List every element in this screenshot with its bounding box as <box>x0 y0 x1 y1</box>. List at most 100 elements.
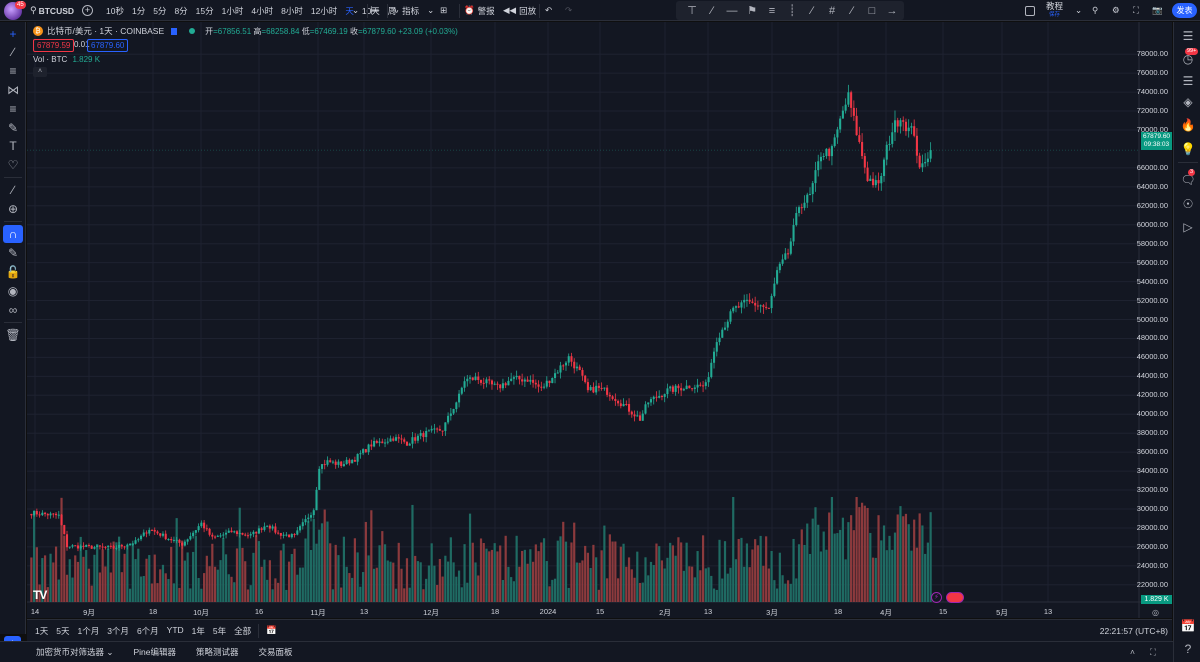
fib-tool-icon[interactable]: ≡ <box>9 64 17 78</box>
indicators-button[interactable]: ∿ 指标 ⌄ <box>392 0 434 21</box>
streams-icon[interactable]: ▷ <box>1183 220 1193 234</box>
rectangle-icon[interactable]: □ <box>868 4 876 17</box>
range-0[interactable]: 1天 <box>35 625 49 636</box>
range-buttons: 1天 5天 1个月 3个月 6个月 YTD 1年 5年 全部 <box>31 625 255 637</box>
settings-button[interactable]: ⚙ <box>1112 0 1120 21</box>
footer-tab-1[interactable]: Pine编辑器 <box>133 647 177 657</box>
symbol-search[interactable]: ⚲ BTCUSD <box>30 0 74 21</box>
text-tool-icon[interactable]: T <box>9 139 17 153</box>
alerts-clock-icon[interactable]: ◷ <box>1182 52 1194 66</box>
news-list-icon[interactable]: ☰ <box>1182 74 1194 88</box>
interval-11[interactable]: 周 <box>387 5 397 16</box>
brush-tool-icon[interactable]: ✎ <box>7 121 19 135</box>
range-3[interactable]: 3个月 <box>107 625 129 636</box>
prediction-tool-icon[interactable]: ≡ <box>9 102 17 116</box>
flag-icon[interactable] <box>171 27 178 35</box>
help-icon[interactable]: ? <box>1184 642 1192 656</box>
pitchfork-icon[interactable]: # <box>828 4 836 17</box>
replay-button[interactable]: ◀◀ 回放 <box>503 0 536 21</box>
interval-4[interactable]: 15分 <box>195 5 214 16</box>
watchlist-icon[interactable]: ☰ <box>1182 29 1194 43</box>
interval-0[interactable]: 10秒 <box>106 5 124 16</box>
quick-search-button[interactable]: ⚲ <box>1092 0 1098 21</box>
range-1[interactable]: 5天 <box>56 625 70 636</box>
layouts-button[interactable]: ⊞ <box>440 0 447 21</box>
symbol-title[interactable]: 比特币/美元 · 1天 · COINBASE <box>47 26 165 36</box>
range-5[interactable]: YTD <box>166 624 184 635</box>
trash-icon[interactable]: 🗑 <box>5 328 21 342</box>
interval-7[interactable]: 8小时 <box>281 5 303 16</box>
trend-line-tool-icon[interactable]: ∕ <box>11 45 14 59</box>
link-icon[interactable]: ∞ <box>8 303 18 317</box>
tradingview-logo[interactable]: TV <box>33 588 47 602</box>
date-price-range-icon[interactable]: ⊤ <box>687 5 697 17</box>
date-range-icon[interactable]: ┊ <box>788 5 796 17</box>
flag-icon[interactable]: ⚑ <box>747 5 757 17</box>
interval-5[interactable]: 1小时 <box>221 5 244 16</box>
candlestick-chart[interactable] <box>27 22 1172 618</box>
broadcast-icon[interactable]: ☉ <box>1182 197 1194 211</box>
chevron-down-icon: ⌄ <box>1075 5 1083 15</box>
interval-10[interactable]: 10天 <box>361 5 380 16</box>
spread-value: 0.01 <box>74 40 90 49</box>
snapshot-button[interactable]: 📷 <box>1152 0 1163 21</box>
pattern-tool-icon[interactable]: ⋈ <box>7 83 19 97</box>
ray-icon[interactable]: ∕ <box>851 4 853 17</box>
lightning-event-icon[interactable]: ⚡ <box>931 592 942 603</box>
axis-settings-icon[interactable]: ◎ <box>1152 608 1159 617</box>
publish-button[interactable]: 发表 <box>1172 3 1197 18</box>
ruler-icon[interactable]: ∕ <box>11 183 14 197</box>
range-4[interactable]: 6个月 <box>136 625 159 636</box>
layers-icon[interactable]: ◈ <box>1183 95 1193 109</box>
redo-icon: ↷ <box>565 5 573 15</box>
undo-button[interactable]: ↶ <box>545 0 552 21</box>
fib-retracement-icon[interactable]: ≡ <box>768 4 776 17</box>
calendar-goto-icon[interactable]: 📅 <box>266 625 277 635</box>
buy-price[interactable]: 67879.60 <box>87 39 129 52</box>
clock-timezone[interactable]: 22:21:57 (UTC+8) <box>1099 625 1168 636</box>
interval-2[interactable]: 5分 <box>153 5 167 16</box>
interval-8[interactable]: 12小时 <box>310 5 338 16</box>
hotlist-fire-icon[interactable]: 🔥 <box>1180 118 1196 132</box>
crosshair-icon[interactable]: + <box>9 27 17 41</box>
layout-button[interactable] <box>1025 0 1035 21</box>
collapse-legend-button[interactable]: ˄ <box>33 67 47 77</box>
footer-tab-0[interactable]: 加密货币对筛选器 ⌄ <box>36 647 114 657</box>
lock-icon[interactable]: 🔓 <box>5 265 21 279</box>
zoom-in-icon[interactable]: ⊕ <box>7 202 19 216</box>
interval-dropdown[interactable]: ⌄ <box>352 0 359 21</box>
alert-button[interactable]: ⏰ 警报 <box>464 0 495 21</box>
magnet-icon[interactable]: ∩ <box>3 225 23 243</box>
ideas-bulb-icon[interactable]: 💡 <box>1180 142 1196 156</box>
chart-type-button[interactable]: ⊨ <box>370 0 380 21</box>
tutorial-button[interactable]: 教程 保存 <box>1046 0 1063 21</box>
interval-9[interactable]: 天 <box>345 5 354 16</box>
range-2[interactable]: 1个月 <box>77 625 100 636</box>
stay-drawing-icon[interactable]: ✎ <box>7 246 19 260</box>
dropdown-button[interactable]: ⌄ <box>1075 0 1082 21</box>
interval-3[interactable]: 8分 <box>174 5 188 16</box>
calendar-icon[interactable]: 📅 <box>1180 619 1196 633</box>
redo-button[interactable]: ↷ <box>565 0 572 21</box>
range-7[interactable]: 5年 <box>212 625 227 636</box>
compare-button[interactable]: + <box>82 0 93 21</box>
fullscreen-button[interactable]: ⛶ <box>1133 0 1139 21</box>
interval-1[interactable]: 1分 <box>131 5 146 16</box>
arrow-icon[interactable]: → <box>886 4 898 17</box>
interval-6[interactable]: 4小时 <box>251 5 274 16</box>
heart-icon[interactable]: ♡ <box>7 158 19 172</box>
horizontal-ray-icon[interactable]: — <box>726 4 738 17</box>
footer-tab-2[interactable]: 策略测试器 <box>196 647 239 657</box>
maximize-panel-icon[interactable]: ⛶ <box>1150 646 1156 657</box>
chart-pane[interactable]: ₿ 比特币/美元 · 1天 · COINBASE 开=67856.51 高=68… <box>27 22 1172 618</box>
eye-icon[interactable]: ◉ <box>7 284 19 298</box>
trend-line-icon[interactable]: ∕ <box>711 4 713 17</box>
range-6[interactable]: 1年 <box>191 625 205 636</box>
economic-events-icon[interactable] <box>946 592 964 603</box>
chevron-up-icon[interactable]: ˄ <box>1130 647 1135 657</box>
range-8[interactable]: 全部 <box>234 625 252 636</box>
footer-tab-3[interactable]: 交易面板 <box>258 647 293 657</box>
parallel-channel-icon[interactable]: ∕ <box>811 4 813 17</box>
chat-icon[interactable]: 🗨 <box>1180 173 1196 187</box>
sell-price[interactable]: 67879.59 <box>33 39 75 52</box>
